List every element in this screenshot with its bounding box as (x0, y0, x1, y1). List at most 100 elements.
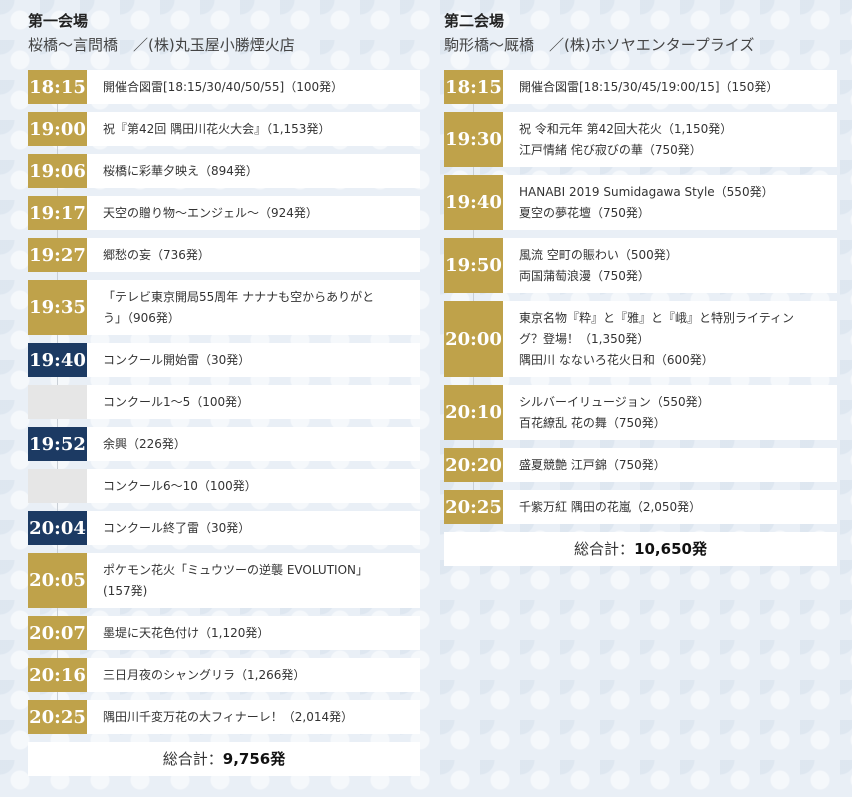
program-line: 千紫万紅 隅田の花嵐（2,050発） (519, 500, 702, 514)
time-badge: 20:07 (28, 616, 87, 650)
time-badge: 18:15 (28, 70, 87, 104)
time-badge: 19:50 (444, 238, 503, 293)
schedule-row: 20:25 隅田川千変万花の大フィナーレ！（2,014発） (28, 700, 420, 734)
schedule-row: 18:15 開催合図雷[18:15/30/40/50/55]（100発） (28, 70, 420, 104)
program-description: 余興（226発） (87, 427, 420, 461)
program-line: 東京名物『粋』と『雅』と『峨』と特別ライティン (519, 311, 795, 325)
program-description: 東京名物『粋』と『雅』と『峨』と特別ライティン グ？登場！（1,350発） 隅田川 … (503, 301, 837, 377)
program-line: 江戸情緒 侘び寂びの華（750発） (519, 143, 702, 157)
time-badge: 19:52 (28, 427, 87, 461)
schedule-row: 20:20 盛夏競艶 江戸錦（750発） (444, 448, 837, 482)
program-line: 百花繚乱 花の舞（750発） (519, 416, 666, 430)
venue-1-schedule: 18:15 開催合図雷[18:15/30/40/50/55]（100発） 19:00… (28, 70, 420, 734)
program-line: 郷愁の妄（736発） (103, 248, 210, 262)
timeline-line (473, 70, 474, 524)
program-line: 両国蒲萄浪漫（750発） (519, 269, 650, 283)
program-line: シルバーイリュージョン（550発） (519, 395, 710, 409)
program-line: 盛夏競艶 江戸錦（750発） (519, 458, 666, 472)
schedule-row: 18:15 開催合図雷[18:15/30/45/19:00/15]（150発） (444, 70, 837, 104)
time-badge: 18:15 (444, 70, 503, 104)
total-value: 9,756発 (222, 750, 286, 768)
venue-1-subtitle: 桜橋～言問橋 ／(株)丸玉屋小勝煙火店 (28, 36, 295, 54)
program-line: ポケモン花火「ミュウツーの逆襲 EVOLUTION」 (103, 563, 369, 577)
program-description: 盛夏競艶 江戸錦（750発） (503, 448, 837, 482)
schedule-row: 20:04 コンクール終了雷（30発） (28, 511, 420, 545)
program-line: う」（906発） (103, 311, 180, 325)
program-line: 余興（226発） (103, 437, 186, 451)
schedule-row: 19:50 風流 空町の賑わい（500発） 両国蒲萄浪漫（750発） (444, 238, 837, 293)
time-badge (28, 385, 87, 419)
schedule-row: 19:06 桜橋に彩華夕映え（894発） (28, 154, 420, 188)
schedule-row: 19:27 郷愁の妄（736発） (28, 238, 420, 272)
program-description: 千紫万紅 隅田の花嵐（2,050発） (503, 490, 837, 524)
venue-1-total: 総合計：9,756発 (28, 742, 420, 776)
time-badge: 20:00 (444, 301, 503, 377)
program-line: (157発) (103, 584, 148, 598)
schedule-row: 19:00 祝『第42回 隅田川花火大会』（1,153発） (28, 112, 420, 146)
venue-2-section: 第二会場 駒形橋～厩橋 ／(株)ホソヤエンタープライズ 18:15 開催合図雷[1… (444, 10, 837, 566)
schedule-row: 20:10 シルバーイリュージョン（550発） 百花繚乱 花の舞（750発） (444, 385, 837, 440)
schedule-row: 20:07 墨堤に天花色付け（1,120発） (28, 616, 420, 650)
program-description: ポケモン花火「ミュウツーの逆襲 EVOLUTION」 (157発) (87, 553, 420, 608)
program-description: シルバーイリュージョン（550発） 百花繚乱 花の舞（750発） (503, 385, 837, 440)
program-description: 桜橋に彩華夕映え（894発） (87, 154, 420, 188)
time-badge: 20:25 (28, 700, 87, 734)
schedule-row: 20:16 三日月夜のシャングリラ（1,266発） (28, 658, 420, 692)
schedule-row: 19:35 「テレビ東京開局55周年 ナナナも空からありがと う」（906発） (28, 280, 420, 335)
program-line: コンクール終了雷（30発） (103, 521, 251, 535)
time-badge: 19:27 (28, 238, 87, 272)
program-line: 隅田川 なないろ花火日和（600発） (519, 353, 714, 367)
schedule-row: 20:05 ポケモン花火「ミュウツーの逆襲 EVOLUTION」 (157発) (28, 553, 420, 608)
time-badge: 20:16 (28, 658, 87, 692)
schedule-row: 19:30 祝 令和元年 第42回大花火（1,150発） 江戸情緒 侘び寂びの華（7… (444, 112, 837, 167)
time-badge (28, 469, 87, 503)
program-description: 開催合図雷[18:15/30/40/50/55]（100発） (87, 70, 420, 104)
venue-2-schedule: 18:15 開催合図雷[18:15/30/45/19:00/15]（150発） 19… (444, 70, 837, 524)
program-line: 隅田川千変万花の大フィナーレ！（2,014発） (103, 710, 354, 724)
venue-1-title: 第一会場 (28, 12, 89, 30)
program-line: 開催合図雷[18:15/30/45/19:00/15]（150発） (519, 80, 779, 94)
time-badge: 19:06 (28, 154, 87, 188)
time-badge: 20:04 (28, 511, 87, 545)
schedule-row: コンクール6～10（100発） (28, 469, 420, 503)
program-description: コンクール6～10（100発） (87, 469, 420, 503)
program-line: 祝 令和元年 第42回大花火（1,150発） (519, 122, 733, 136)
program-line: 夏空の夢花壇（750発） (519, 206, 650, 220)
program-description: コンクール開始雷（30発） (87, 343, 420, 377)
schedule-row: コンクール1～5（100発） (28, 385, 420, 419)
program-line: 風流 空町の賑わい（500発） (519, 248, 678, 262)
program-line: コンクール6～10（100発） (103, 479, 257, 493)
program-line: 墨堤に天花色付け（1,120発） (103, 626, 270, 640)
time-badge: 19:40 (444, 175, 503, 230)
schedule-row: 19:52 余興（226発） (28, 427, 420, 461)
venue-1-section: 第一会場 桜橋～言問橋 ／(株)丸玉屋小勝煙火店 18:15 開催合図雷[18:1… (28, 10, 420, 776)
schedule-row: 19:40 HANABI 2019 Sumidagawa Style（550発） 夏… (444, 175, 837, 230)
program-description: コンクール1～5（100発） (87, 385, 420, 419)
time-badge: 19:40 (28, 343, 87, 377)
total-value: 10,650発 (634, 540, 707, 558)
total-label: 総合計： (574, 540, 635, 558)
program-description: 三日月夜のシャングリラ（1,266発） (87, 658, 420, 692)
program-description: 隅田川千変万花の大フィナーレ！（2,014発） (87, 700, 420, 734)
program-line: 祝『第42回 隅田川花火大会』（1,153発） (103, 122, 331, 136)
program-description: 「テレビ東京開局55周年 ナナナも空からありがと う」（906発） (87, 280, 420, 335)
program-description: コンクール終了雷（30発） (87, 511, 420, 545)
program-description: 風流 空町の賑わい（500発） 両国蒲萄浪漫（750発） (503, 238, 837, 293)
time-badge: 19:30 (444, 112, 503, 167)
program-line: 桜橋に彩華夕映え（894発） (103, 164, 258, 178)
time-badge: 20:20 (444, 448, 503, 482)
time-badge: 20:05 (28, 553, 87, 608)
program-line: 天空の贈り物～エンジェル～（924発） (103, 206, 318, 220)
program-description: 祝 令和元年 第42回大花火（1,150発） 江戸情緒 侘び寂びの華（750発） (503, 112, 837, 167)
time-badge: 19:17 (28, 196, 87, 230)
program-description: 墨堤に天花色付け（1,120発） (87, 616, 420, 650)
venue-2-subtitle: 駒形橋～厩橋 ／(株)ホソヤエンタープライズ (444, 36, 755, 54)
schedule-row: 20:00 東京名物『粋』と『雅』と『峨』と特別ライティン グ？登場！（1,350発… (444, 301, 837, 377)
program-description: 開催合図雷[18:15/30/45/19:00/15]（150発） (503, 70, 837, 104)
time-badge: 20:25 (444, 490, 503, 524)
program-description: 祝『第42回 隅田川花火大会』（1,153発） (87, 112, 420, 146)
program-line: コンクール1～5（100発） (103, 395, 250, 409)
program-line: コンクール開始雷（30発） (103, 353, 251, 367)
venue-2-title: 第二会場 (444, 12, 505, 30)
program-line: グ？登場！（1,350発） (519, 332, 650, 346)
